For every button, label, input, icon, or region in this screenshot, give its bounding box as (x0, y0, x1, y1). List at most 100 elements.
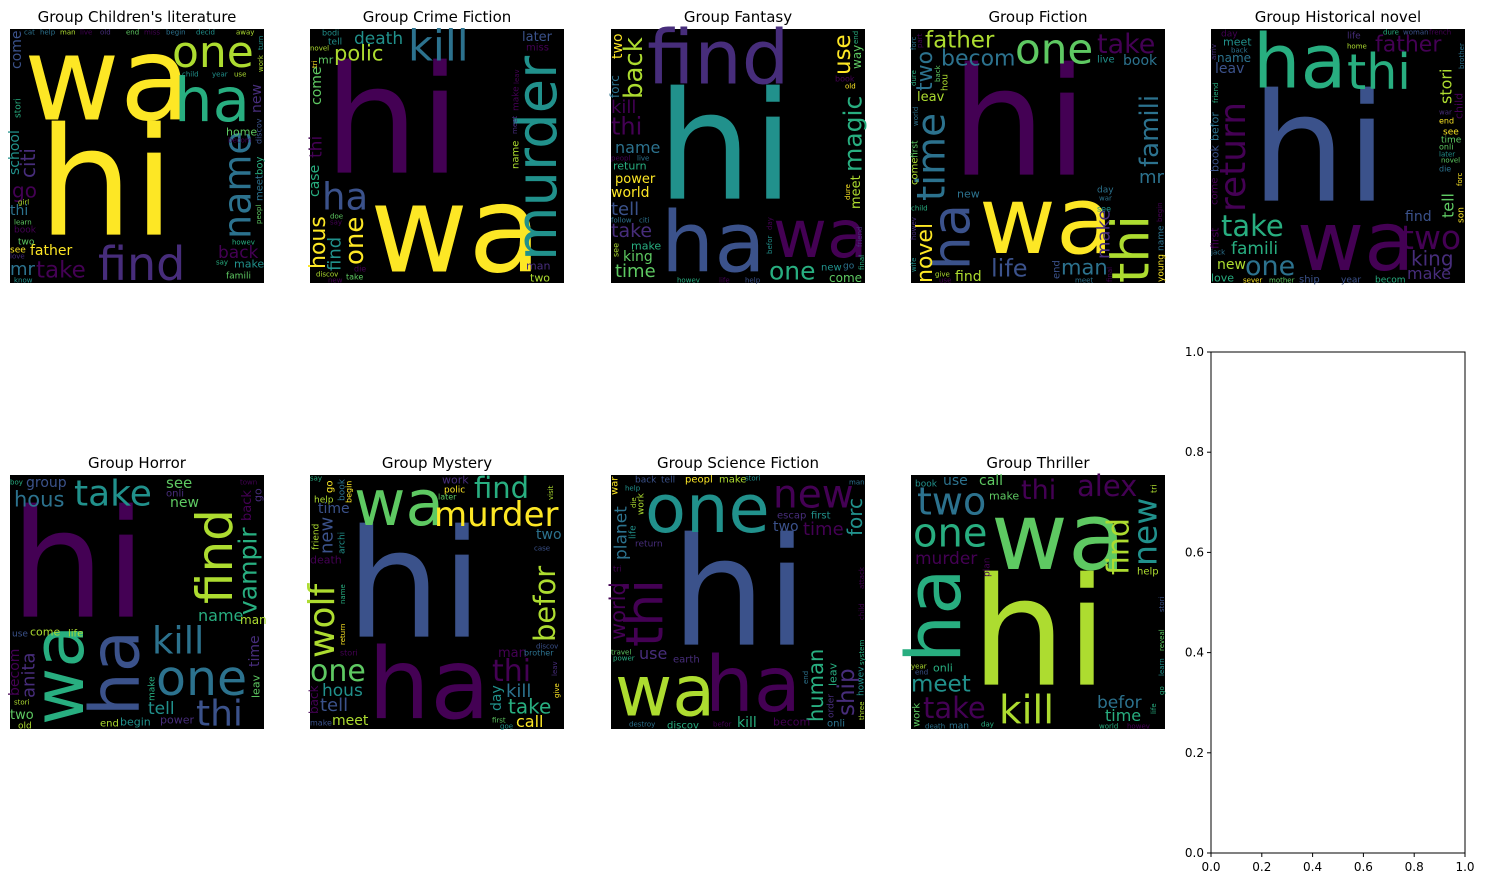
cloud-word: see (1443, 127, 1459, 137)
cloud-word: go (12, 179, 37, 203)
cloud-word: new (1125, 498, 1164, 566)
panel-title: Group Mystery (382, 454, 492, 472)
cloud-word: find (98, 237, 185, 291)
cloud-word: novel (913, 223, 938, 283)
cloud-word: two (1401, 218, 1461, 257)
cloud-word: first (911, 140, 921, 158)
cloud-word: death (310, 553, 342, 566)
cloud-word: new (957, 187, 980, 200)
cloud-word: stori (14, 699, 30, 707)
cloud-word: world (912, 107, 920, 126)
cloud-word: mr (1139, 167, 1165, 188)
cloud-word: die (354, 264, 366, 273)
cloud-word: find (1405, 209, 1432, 225)
cloud-word: die (630, 497, 638, 508)
cloud-word: end (802, 671, 810, 684)
cloud-word: meet (1223, 35, 1252, 48)
cloud-word: man (1061, 256, 1108, 280)
cloud-word: see (1097, 204, 1111, 213)
cloud-word: plan (983, 558, 993, 577)
cloud-word: take (923, 691, 986, 725)
cloud-word: hous (306, 216, 331, 269)
cloud-word: life (719, 277, 730, 285)
cloud-word: child (911, 205, 928, 213)
cloud-word: make (1093, 210, 1114, 259)
cloud-word: girl (18, 199, 29, 207)
cloud-word: thi (306, 136, 326, 158)
cloud-word: murder (915, 549, 977, 569)
cloud-word: final (1106, 267, 1114, 282)
cloud-word: one (340, 217, 370, 265)
cloud-word: hi (1251, 63, 1388, 237)
cloud-word: man (60, 29, 76, 37)
cloud-word: famili (226, 271, 251, 281)
cloud-word: come (9, 30, 25, 69)
cloud-word: first (492, 717, 506, 725)
cloud-word: bodi (322, 28, 339, 37)
panel-title: Group Historical novel (1255, 8, 1421, 26)
cloud-word: book (1208, 145, 1221, 172)
cloud-word: time (803, 519, 844, 540)
cloud-word: two (773, 519, 799, 535)
cloud-word: book (338, 478, 348, 501)
cloud-word: discov (667, 720, 699, 731)
panel-title: Group Thriller (986, 454, 1090, 472)
cloud-word: human (804, 649, 828, 722)
cloud-word: give (935, 271, 950, 279)
cloud-word: destroy (629, 721, 655, 729)
cloud-word: two (10, 708, 34, 723)
cloud-word: end (100, 718, 119, 729)
cloud-word: jack (1210, 249, 1226, 257)
cloud-word: magic (838, 96, 867, 172)
cloud-word: war (610, 476, 621, 495)
cloud-word: meet (1075, 277, 1093, 285)
cloud-word: death (925, 723, 945, 731)
cloud-word: live (637, 155, 649, 163)
cloud-word: away (236, 29, 254, 37)
cloud-word: use (943, 473, 968, 489)
cloud-word: wa (1297, 195, 1414, 290)
cloud-word: onli (933, 661, 953, 674)
cloud-word: come (829, 271, 862, 285)
cloud-word: young (1157, 254, 1167, 282)
cloud-word: dure (844, 184, 852, 200)
cloud-word: name (1157, 225, 1167, 251)
cloud-word: wa (979, 167, 1113, 276)
cloud-word: new (328, 277, 343, 285)
cloud-word: old (18, 721, 32, 731)
cloud-word: boy (10, 479, 23, 487)
cloud-word: famili (1135, 95, 1165, 167)
cloud-word: leav (917, 90, 945, 105)
cloud-word: tell (1439, 193, 1458, 218)
cloud-word: day (1221, 29, 1238, 39)
cloud-word: one (913, 510, 987, 556)
cloud-word: world (606, 582, 630, 640)
cloud-word: wa (24, 11, 191, 148)
cloud-word: tell (320, 695, 348, 716)
cloud-word: back (619, 37, 649, 99)
cloud-word: two (530, 271, 550, 284)
cloud-word: come (30, 625, 60, 638)
cloud-word: go (325, 481, 336, 493)
cloud-word: come (309, 66, 325, 105)
cloud-word: wa (773, 196, 867, 273)
cloud-word: end (852, 31, 860, 44)
cloud-word: befor (766, 236, 774, 254)
cloud-word: one (156, 650, 247, 707)
cloud-word: visit (547, 485, 555, 500)
cloud-word: name (216, 131, 260, 239)
cloud-word: time (1441, 135, 1462, 145)
wordcloud-background (310, 29, 564, 283)
cloud-word: child (858, 603, 866, 620)
cloud-word: day (981, 721, 994, 729)
cloud-word: use (939, 277, 951, 285)
cloud-word: learn (1158, 658, 1166, 676)
cloud-word: discov (255, 118, 264, 144)
cloud-word: arriv (1210, 44, 1218, 60)
cloud-word: tri (311, 60, 319, 68)
